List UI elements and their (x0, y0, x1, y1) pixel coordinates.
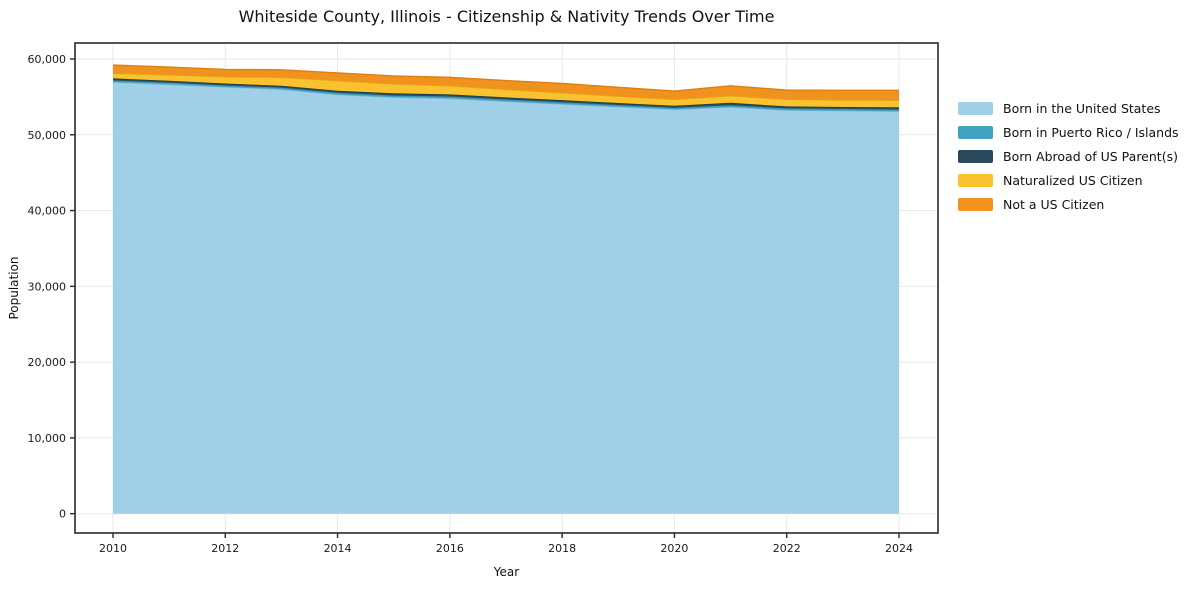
x-tick-label: 2012 (211, 542, 239, 555)
x-tick-label: 2020 (660, 542, 688, 555)
legend-item-0: Born in the United States (958, 100, 1179, 116)
legend-label: Born in the United States (1003, 100, 1161, 116)
y-tick-label: 60,000 (28, 53, 67, 66)
legend-item-4: Not a US Citizen (958, 196, 1179, 212)
area-series-0 (113, 82, 899, 514)
legend: Born in the United States Born in Puerto … (958, 100, 1179, 212)
legend-swatch-icon (958, 101, 993, 115)
legend-label: Born Abroad of US Parent(s) (1003, 148, 1178, 164)
y-tick-label: 10,000 (28, 432, 67, 445)
y-tick-label: 0 (59, 508, 66, 521)
x-tick-label: 2018 (548, 542, 576, 555)
legend-label: Not a US Citizen (1003, 196, 1105, 212)
x-axis-label: Year (493, 565, 520, 579)
legend-item-3: Naturalized US Citizen (958, 172, 1179, 188)
legend-label: Naturalized US Citizen (1003, 172, 1143, 188)
y-tick-label: 30,000 (28, 280, 67, 293)
legend-label: Born in Puerto Rico / Islands (1003, 124, 1179, 140)
area-series-4 (113, 65, 899, 101)
y-tick-label: 20,000 (28, 356, 67, 369)
area-series-edge-4 (112, 64, 899, 92)
y-tick-label: 50,000 (28, 129, 67, 142)
x-tick-label: 2014 (324, 542, 352, 555)
y-tick-label: 40,000 (28, 205, 67, 218)
legend-swatch-icon (958, 125, 993, 139)
area-series-3 (113, 73, 899, 108)
legend-swatch-icon (958, 197, 993, 211)
x-tick-label: 2022 (773, 542, 801, 555)
axes-spines (74, 42, 939, 534)
x-tick-label: 2016 (436, 542, 464, 555)
x-tick-label: 2010 (99, 542, 127, 555)
y-axis-label: Population (7, 256, 21, 320)
x-tick-label: 2024 (885, 542, 913, 555)
legend-item-1: Born in Puerto Rico / Islands (958, 124, 1179, 140)
legend-swatch-icon (958, 173, 993, 187)
chart-title: Whiteside County, Illinois - Citizenship… (238, 7, 775, 26)
legend-item-2: Born Abroad of US Parent(s) (958, 148, 1179, 164)
legend-swatch-icon (958, 149, 993, 163)
